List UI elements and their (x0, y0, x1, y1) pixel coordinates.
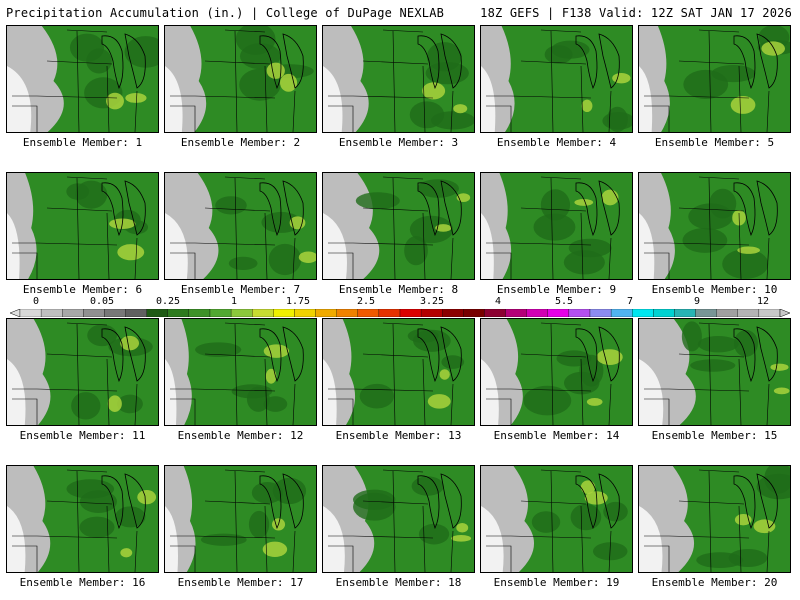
ensemble-member-map-8 (322, 172, 475, 280)
colorbar-swatch (610, 309, 633, 317)
colorbar-swatch (589, 309, 612, 317)
ensemble-member-label: Ensemble Member: 15 (651, 429, 778, 442)
colorbar-swatch (632, 309, 654, 317)
ensemble-member-label: Ensemble Member: 7 (180, 283, 301, 296)
colorbar-high-arrow (779, 309, 790, 317)
colorbar-swatch (315, 309, 337, 317)
ensemble-member-label: Ensemble Member: 20 (651, 576, 778, 589)
model-valid-time: 18Z GEFS | F138 Valid: 12Z SAT JAN 17 20… (480, 6, 792, 20)
precip-colorbar (10, 309, 790, 317)
ensemble-member-map-20 (638, 465, 791, 573)
colorbar-swatch (188, 309, 211, 317)
colorbar-tick-label: 7 (626, 296, 634, 307)
ensemble-member-map-7 (164, 172, 317, 280)
colorbar-swatch (40, 309, 63, 317)
colorbar-tick-label: 9 (693, 296, 701, 307)
ensemble-member-label: Ensemble Member: 11 (19, 429, 146, 442)
colorbar-tick-label: 3.25 (419, 296, 445, 307)
colorbar-swatch (336, 309, 358, 317)
ensemble-member-map-17 (164, 465, 317, 573)
colorbar-swatch (146, 309, 168, 317)
ensemble-member-label: Ensemble Member: 18 (335, 576, 462, 589)
colorbar-swatch (104, 309, 126, 317)
ensemble-member-map-11 (6, 318, 159, 426)
colorbar-tick-label: 0 (32, 296, 40, 307)
colorbar-swatch (737, 309, 760, 317)
colorbar-swatch (653, 309, 675, 317)
ensemble-member-label: Ensemble Member: 12 (177, 429, 304, 442)
ensemble-member-label: Ensemble Member: 19 (493, 576, 620, 589)
colorbar-swatch (716, 309, 738, 317)
ensemble-member-map-5 (638, 25, 791, 133)
ensemble-member-label: Ensemble Member: 10 (651, 283, 778, 296)
colorbar-tick-label: 2.5 (356, 296, 376, 307)
colorbar-swatch (399, 309, 422, 317)
ensemble-member-label: Ensemble Member: 1 (22, 136, 143, 149)
colorbar-swatch (273, 309, 295, 317)
colorbar-swatch (526, 309, 548, 317)
ensemble-member-map-13 (322, 318, 475, 426)
map-title: Precipitation Accumulation (in.) | Colle… (6, 6, 445, 20)
colorbar-swatch (125, 309, 147, 317)
ensemble-member-map-12 (164, 318, 317, 426)
colorbar-low-arrow (10, 309, 21, 317)
ensemble-member-label: Ensemble Member: 16 (19, 576, 146, 589)
colorbar-swatch (484, 309, 506, 317)
ensemble-member-map-19 (480, 465, 633, 573)
ensemble-member-map-14 (480, 318, 633, 426)
colorbar-swatch (378, 309, 401, 317)
colorbar-swatch (568, 309, 591, 317)
ensemble-member-label: Ensemble Member: 13 (335, 429, 462, 442)
colorbar-swatch (294, 309, 316, 317)
ensemble-member-map-3 (322, 25, 475, 133)
colorbar-swatch (505, 309, 527, 317)
ensemble-member-map-6 (6, 172, 159, 280)
colorbar-swatch (19, 309, 42, 317)
colorbar-swatch (357, 309, 380, 317)
colorbar-tick-label: 5.5 (554, 296, 574, 307)
ensemble-member-label: Ensemble Member: 14 (493, 429, 620, 442)
ensemble-member-label: Ensemble Member: 3 (338, 136, 459, 149)
ensemble-member-map-9 (480, 172, 633, 280)
colorbar-swatch (674, 309, 696, 317)
colorbar-swatch (252, 309, 274, 317)
ensemble-member-map-1 (6, 25, 159, 133)
ensemble-member-label: Ensemble Member: 5 (654, 136, 775, 149)
ensemble-member-label: Ensemble Member: 9 (496, 283, 617, 296)
colorbar-swatch (209, 309, 232, 317)
colorbar-swatch (547, 309, 570, 317)
ensemble-member-label: Ensemble Member: 4 (496, 136, 617, 149)
ensemble-member-label: Ensemble Member: 8 (338, 283, 459, 296)
colorbar-swatch (420, 309, 443, 317)
colorbar-tick-label: 12 (756, 296, 770, 307)
ensemble-member-label: Ensemble Member: 2 (180, 136, 301, 149)
colorbar-tick-label: 4 (494, 296, 502, 307)
ensemble-member-label: Ensemble Member: 6 (22, 283, 143, 296)
colorbar-labels: 0 0.05 0.25 1 1.75 2.5 3.25 4 5.5 7 9 12 (0, 296, 800, 308)
ensemble-member-map-15 (638, 318, 791, 426)
colorbar-swatch (83, 309, 105, 317)
colorbar-swatch (62, 309, 84, 317)
ensemble-member-map-16 (6, 465, 159, 573)
colorbar-swatch (230, 309, 253, 317)
colorbar-swatch (758, 309, 781, 317)
colorbar-tick-label: 1.75 (285, 296, 311, 307)
ensemble-member-label: Ensemble Member: 17 (177, 576, 304, 589)
colorbar-tick-label: 0.25 (155, 296, 181, 307)
colorbar-tick-label: 0.05 (89, 296, 115, 307)
ensemble-member-map-2 (164, 25, 317, 133)
colorbar-swatch (695, 309, 717, 317)
colorbar-swatch (167, 309, 190, 317)
colorbar-tick-label: 1 (230, 296, 238, 307)
ensemble-member-map-10 (638, 172, 791, 280)
ensemble-member-map-18 (322, 465, 475, 573)
colorbar-swatch (442, 309, 464, 317)
ensemble-member-map-4 (480, 25, 633, 133)
colorbar-swatch (463, 309, 485, 317)
